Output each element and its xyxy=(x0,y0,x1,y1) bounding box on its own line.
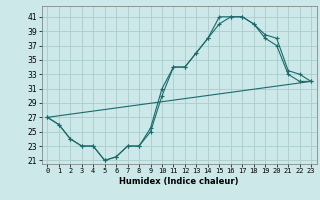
X-axis label: Humidex (Indice chaleur): Humidex (Indice chaleur) xyxy=(119,177,239,186)
